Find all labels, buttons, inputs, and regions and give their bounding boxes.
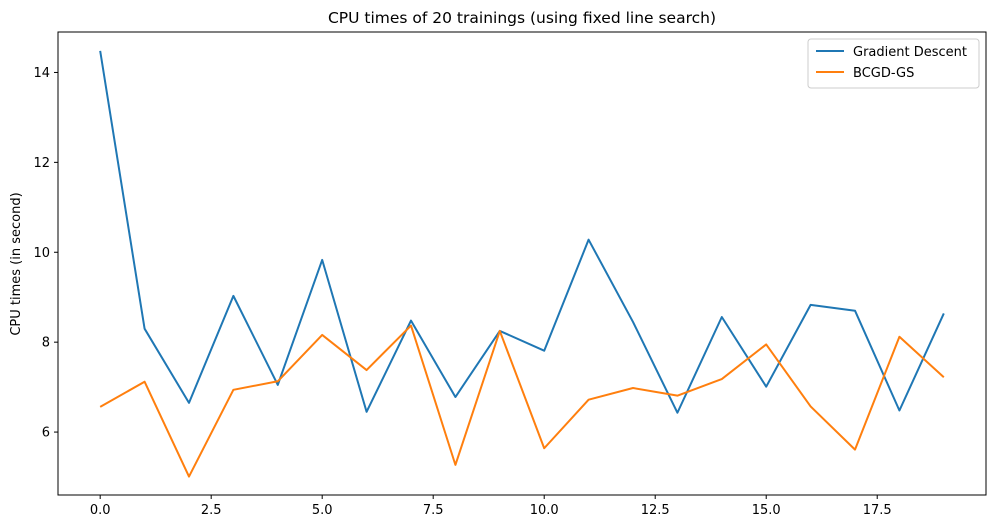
y-tick-label: 12 — [33, 156, 50, 171]
y-axis-label: CPU times (in second) — [9, 192, 24, 335]
legend: Gradient Descent BCGD-GS — [807, 38, 980, 89]
x-tick-label: 15.0 — [752, 503, 781, 518]
y-tick-label: 8 — [42, 336, 50, 351]
x-tick-label: 0.0 — [90, 503, 111, 518]
y-tick-label: 10 — [33, 246, 50, 261]
legend-label-gradient-descent: Gradient Descent — [853, 45, 967, 60]
x-tick-label: 5.0 — [312, 503, 333, 518]
chart-title: CPU times of 20 trainings (using fixed l… — [328, 9, 716, 27]
x-tick-label: 2.5 — [201, 503, 222, 518]
x-tick-label: 7.5 — [423, 503, 444, 518]
y-tick-label: 6 — [42, 426, 50, 441]
y-tick-label: 14 — [33, 66, 50, 81]
series-line-gradient-descent — [99, 50, 945, 414]
plot-area-frame — [57, 31, 987, 496]
series-lines — [99, 50, 945, 478]
legend-label-bcgd-gs: BCGD-GS — [853, 66, 914, 81]
x-axis: 0.0 2.5 5.0 7.5 10.0 12.5 15.0 17.5 — [90, 495, 892, 518]
y-axis: 6 8 10 12 14 — [33, 66, 58, 441]
legend-box — [807, 38, 980, 89]
x-tick-label: 17.5 — [863, 503, 892, 518]
series-line-bcgd-gs — [99, 324, 945, 478]
x-tick-label: 10.0 — [530, 503, 559, 518]
x-tick-label: 12.5 — [641, 503, 670, 518]
